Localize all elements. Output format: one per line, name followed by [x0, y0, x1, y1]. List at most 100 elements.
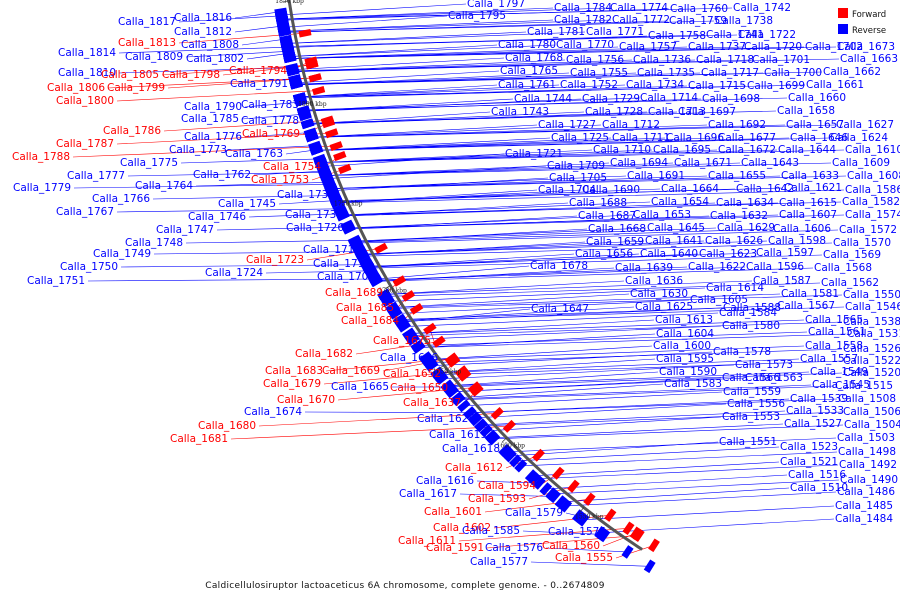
leader-line — [417, 331, 808, 346]
gene-label: Calla_1723 — [246, 254, 304, 266]
gene-label: Calla_1758 — [648, 30, 706, 42]
gene-label: Calla_1609 — [832, 157, 890, 169]
gene-label: Calla_1761 — [498, 79, 556, 91]
gene-label: Calla_1727 — [538, 119, 596, 131]
gene-label: Calla_1566 — [722, 372, 780, 384]
gene-label: Calla_1776 — [184, 131, 242, 143]
leader-line — [304, 411, 470, 413]
gene-feature — [432, 335, 446, 348]
gene-label: Calla_1546 — [845, 301, 900, 313]
gene-feature — [577, 513, 590, 527]
leader-line — [244, 132, 311, 138]
gene-label: Calla_1583 — [664, 378, 722, 390]
gene-label: Calla_1814 — [58, 47, 116, 59]
gene-label: Calla_1672 — [718, 144, 776, 156]
gene-label: Calla_1565 — [805, 314, 863, 326]
gene-feature — [300, 118, 315, 129]
gene-label: Calla_1490 — [840, 474, 898, 486]
leader-line — [355, 341, 440, 355]
leader-line — [316, 137, 830, 151]
leader-line — [120, 264, 368, 268]
tick-mark — [502, 437, 507, 443]
leader-line — [506, 437, 837, 453]
leader-line — [248, 213, 343, 218]
gene-feature — [470, 384, 484, 397]
gene-label: Calla_1539 — [790, 393, 848, 405]
leader-line — [448, 372, 843, 388]
gene-label: Calla_1728 — [585, 106, 643, 118]
gene-label: Calla_1757 — [619, 41, 677, 53]
gene-label: Calla_1784 — [554, 2, 612, 14]
gene-feature — [349, 237, 363, 249]
leader-line — [476, 480, 540, 484]
leader-line — [408, 319, 655, 334]
leader-line — [234, 11, 281, 19]
leader-line — [116, 90, 319, 102]
gene-label: Calla_1628 — [417, 413, 475, 425]
gene-feature — [393, 314, 408, 327]
tick-mark — [438, 364, 445, 370]
leader-line — [602, 533, 636, 547]
leader-line — [118, 46, 288, 54]
gene-label: Calla_1484 — [835, 513, 893, 525]
leader-line — [303, 97, 788, 111]
gene-label: Calla_1704 — [538, 184, 596, 196]
gene-feature — [312, 86, 326, 96]
leader-line — [278, 200, 337, 205]
gene-feature — [378, 290, 392, 303]
gene-label: Calla_1726 — [286, 222, 344, 234]
gene-label: Calla_1582 — [842, 196, 900, 208]
gene-label: Calla_1556 — [727, 398, 785, 410]
gene-label: Calla_1699 — [747, 80, 805, 92]
leader-line — [376, 267, 814, 282]
gene-label: Calla_1739 — [277, 189, 335, 201]
gene-label: Calla_1584 — [719, 307, 777, 319]
gene-feature — [278, 28, 291, 37]
gene-label: Calla_1485 — [835, 500, 893, 512]
gene-label: Calla_1768 — [505, 52, 563, 64]
gene-label: Calla_1626 — [705, 235, 763, 247]
gene-label: Calla_1713 — [648, 106, 706, 118]
leader-line — [361, 240, 768, 255]
gene-label: Calla_1560 — [542, 540, 600, 552]
gene-label: Calla_1682 — [295, 348, 353, 360]
gene-feature — [366, 269, 380, 281]
leader-line — [296, 72, 637, 86]
leader-line — [560, 487, 790, 503]
gene-label: Calla_1753 — [251, 174, 309, 186]
leader-line — [163, 120, 328, 132]
gene-label: Calla_1746 — [188, 211, 246, 223]
gene-feature — [528, 472, 542, 486]
leader-line — [486, 535, 639, 549]
gene-label: Calla_1675 — [373, 335, 431, 347]
leader-line — [195, 182, 329, 187]
gene-label: Calla_1687 — [578, 210, 636, 222]
gene-label: Calla_1762 — [193, 169, 251, 181]
leader-line — [383, 280, 753, 295]
gene-label: Calla_1516 — [788, 469, 846, 481]
tick-label: 1850 kbp — [275, 0, 304, 5]
gene-feature — [474, 419, 489, 433]
leader-line — [306, 248, 382, 261]
gene-label: Calla_1817 — [118, 16, 176, 28]
leader-line — [457, 383, 664, 399]
leader-line — [438, 360, 843, 375]
gene-label: Calla_1574 — [845, 209, 900, 221]
gene-feature — [621, 545, 634, 559]
gene-label: Calla_1610 — [845, 144, 900, 156]
gene-label: Calla_1527 — [784, 418, 842, 430]
gene-feature — [514, 459, 528, 473]
tick-label: 1800 kbp — [298, 101, 327, 108]
gene-feature — [329, 141, 343, 152]
gene-feature — [330, 197, 344, 209]
gene-label: Calla_1585 — [462, 525, 520, 537]
gene-label: Calla_1701 — [752, 54, 810, 66]
leader-line — [515, 446, 780, 462]
gene-label: Calla_1644 — [778, 144, 836, 156]
gene-label: Calla_1767 — [56, 206, 114, 218]
leader-line — [284, 20, 715, 33]
leader-line — [73, 184, 330, 189]
gene-label: Calla_1791 — [230, 78, 288, 90]
gene-label: Calla_1738 — [715, 15, 773, 27]
leader-line — [545, 474, 788, 490]
